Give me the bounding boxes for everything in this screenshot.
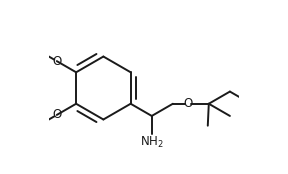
Text: NH$_2$: NH$_2$ — [140, 135, 164, 150]
Text: O: O — [52, 55, 61, 68]
Text: O: O — [183, 97, 193, 110]
Text: O: O — [52, 108, 61, 121]
